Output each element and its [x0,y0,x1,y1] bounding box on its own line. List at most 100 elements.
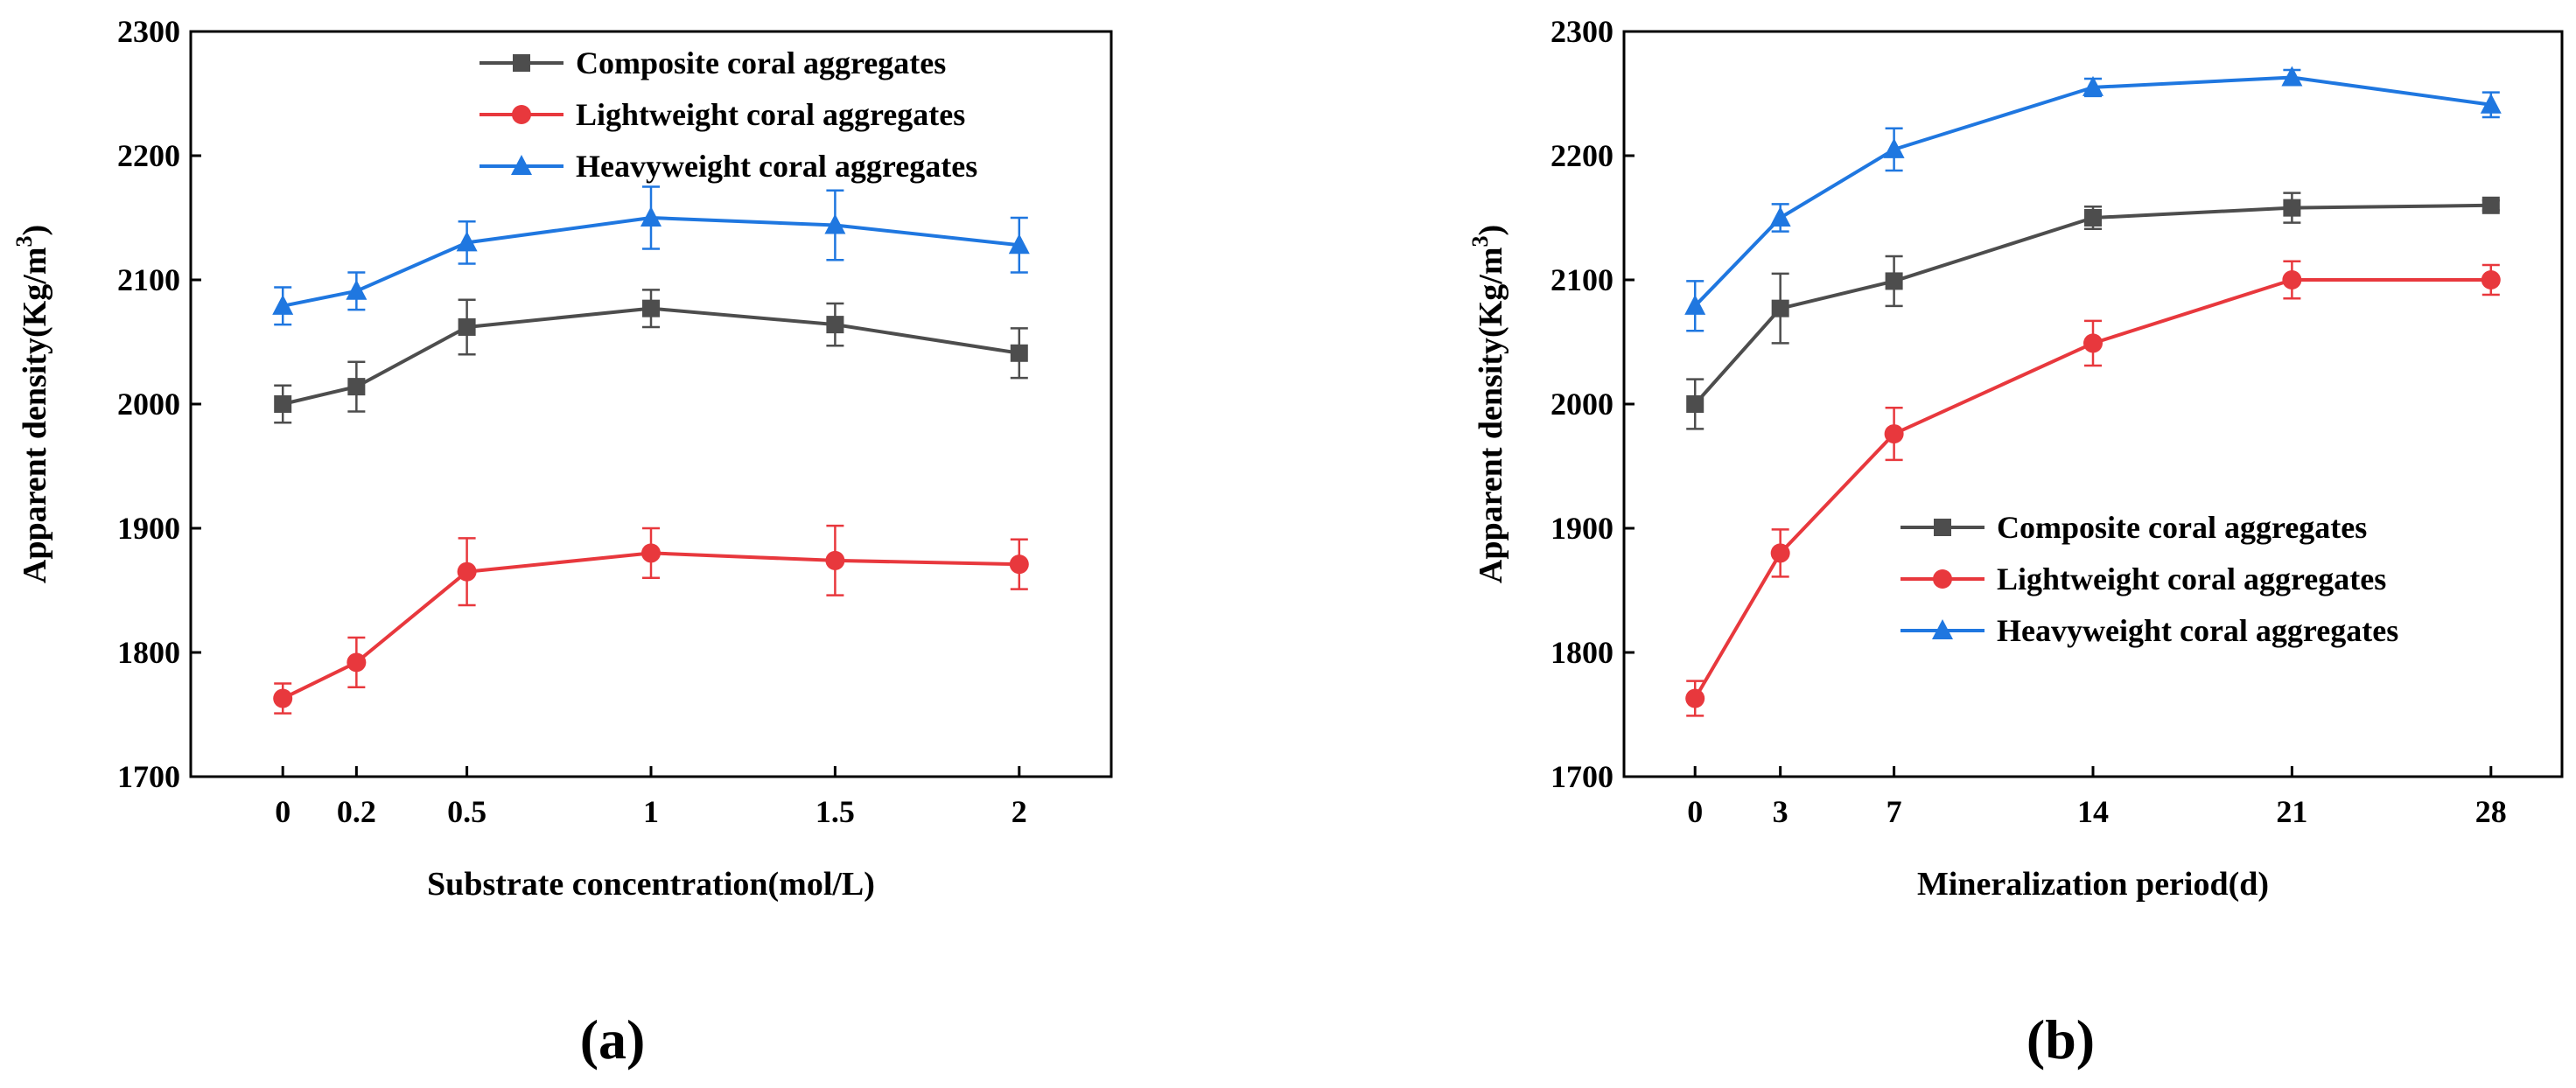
chart-a-x-tick-label: 1 [643,794,659,829]
chart-a-series-1-point [457,561,477,582]
chart-a-x-tick-label: 0 [275,794,290,829]
chart-a-series-0-point [1010,344,1028,362]
chart-b-y-tick-label: 1700 [1550,759,1614,794]
chart-a-series-1-point [825,550,845,570]
chart-a-legend-label-1: Lightweight coral aggregates [576,97,965,132]
chart-a-y-tick-label: 2200 [117,138,180,173]
chart-a-series-2-line [282,216,1020,308]
chart-b-series-2-point [1769,206,1791,227]
chart-b-series-1-point [1685,688,1705,708]
chart-a-series-1-point [641,543,661,563]
chart-a-series-2-point [346,279,368,300]
chart-b-x-tick-label: 7 [1886,794,1902,829]
chart-b-x-tick-label: 3 [1773,794,1788,829]
chart-b-x-tick-label: 0 [1687,794,1703,829]
chart-a-legend-marker-1 [512,105,531,124]
chart-a-x-tick-label: 2 [1012,794,1027,829]
chart-b-y-axis-label-close: ) [1473,225,1509,236]
chart-b-legend-label-1: Lightweight coral aggregates [1997,561,2386,596]
chart-b-y-axis-label-main: Apparent density(Kg/m [1473,248,1509,584]
chart-b-series-1-point [2481,270,2501,289]
chart-b-legend-label-2: Heavyweight coral aggregates [1997,613,2398,648]
chart-b-x-ticks: 0 3 7 14 21 28 [1687,766,2507,829]
chart-a-series-1-point [273,688,293,708]
chart-b-series-0-line [1693,203,2491,406]
chart-b-x-tick-label: 21 [2276,794,2307,829]
chart-b-legend-label-0: Composite coral aggregates [1997,510,2367,545]
chart-b-series-1-point [1884,424,1904,444]
chart-b-panel-label: (b) [2026,1008,2095,1071]
chart-a-legend: Composite coral aggregates Lightweight co… [480,45,977,184]
chart-b-x-axis-label: Mineralization period(d) [1917,866,2269,903]
chart-a-legend-marker-2 [511,155,532,175]
chart-b-series-0-point [2482,196,2500,214]
chart-a-y-axis-label: Apparent density(Kg/m3) [11,225,53,583]
chart-a-y-tick-label: 2300 [117,14,180,49]
chart-a-series-2-point [824,213,846,234]
chart-a-series-0-point [826,316,844,334]
chart-b-series-0-point [2283,199,2301,217]
chart-a-series-2-point [456,231,478,252]
chart-b-series-2-line [1693,75,2492,308]
chart-b-y-tick-label: 1900 [1550,511,1614,546]
chart-b-series-1-point [1770,543,1790,563]
chart-b: 1700 1800 1900 2000 2100 2200 2300 0 3 7 14 21 28 M… [1467,14,2564,1071]
chart-b-x-tick-label: 14 [2077,794,2109,829]
chart-b-legend: Composite coral aggregates Lightweight co… [1900,510,2398,648]
chart-b-series-1-point [2083,333,2103,353]
chart-b-series-2-point [2082,75,2104,96]
chart-a-series-2-point [272,294,294,315]
chart-b-series-1-line [1693,278,2491,700]
chart-b-y-ticks: 1700 1800 1900 2000 2100 2200 2300 [1550,14,1634,794]
chart-b-y-axis-label-sup: 3 [1467,236,1493,248]
chart-b-series-2-point [1684,294,1706,315]
chart-b-series-2-point [1883,137,1905,158]
chart-a-y-tick-label: 2100 [117,262,180,297]
chart-b-series-2-point [2480,93,2502,114]
chart-a-series-0-point [347,378,366,396]
chart-a-series-2-point [1008,234,1030,255]
chart-a-x-tick-label: 0.5 [447,794,486,829]
chart-a-y-ticks: 1700 1800 1900 2000 2100 2200 2300 [117,14,201,794]
chart-b-series-0-point [2084,209,2102,227]
chart-b-y-tick-label: 2300 [1550,14,1614,49]
chart-a-series-0-point [458,317,476,336]
chart-a-y-axis-label-sup: 3 [11,236,37,248]
chart-b-y-axis-label: Apparent density(Kg/m3) [1467,225,1509,583]
chart-a-series [272,185,1030,715]
chart-a-y-tick-label: 1900 [117,511,180,546]
chart-a-y-axis-label-main: Apparent density(Kg/m [17,248,53,584]
chart-b-y-tick-label: 2100 [1550,262,1614,297]
chart-a-legend-marker-0 [513,54,530,72]
chart-b-plot-frame [1622,30,2564,778]
chart-a-panel-label: (a) [580,1008,646,1071]
chart-a-series-2-point [640,206,662,227]
chart-a-x-axis-label: Substrate concentration(mol/L) [427,866,875,903]
chart-a-legend-label-0: Composite coral aggregates [576,45,946,80]
chart-b-series-2-point [2281,66,2303,87]
chart-a-series-1-point [1009,554,1029,575]
chart-a: 1700 1800 1900 2000 2100 2200 2300 0 0.2 0.5 1 1.5… [11,14,1113,1071]
chart-a-plot-frame [189,30,1113,778]
chart-b-series-1-point [2282,270,2302,289]
chart-a-legend-label-2: Heavyweight coral aggregates [576,149,977,184]
chart-a-series-0-point [642,299,660,317]
chart-a-y-tick-label: 1800 [117,635,180,670]
chart-b-series [1684,66,2502,717]
chart-b-series-0-point [1771,299,1789,317]
chart-a-y-tick-label: 1700 [117,759,180,794]
chart-a-y-axis-label-close: ) [17,225,53,236]
chart-b-y-tick-label: 2200 [1550,138,1614,173]
chart-a-x-tick-label: 1.5 [816,794,855,829]
chart-b-series-0-point [1686,395,1704,413]
chart-b-legend-marker-2 [1932,619,1953,639]
chart-a-series-1-line [282,551,1019,701]
chart-b-legend-marker-1 [1933,569,1952,589]
chart-a-series-0-point [274,395,292,413]
chart-a-series-1-point [346,652,367,673]
chart-b-x-tick-label: 28 [2475,794,2507,829]
chart-a-y-tick-label: 2000 [117,387,180,422]
chart-a-x-tick-label: 0.2 [337,794,376,829]
chart-b-legend-marker-0 [1934,519,1951,536]
